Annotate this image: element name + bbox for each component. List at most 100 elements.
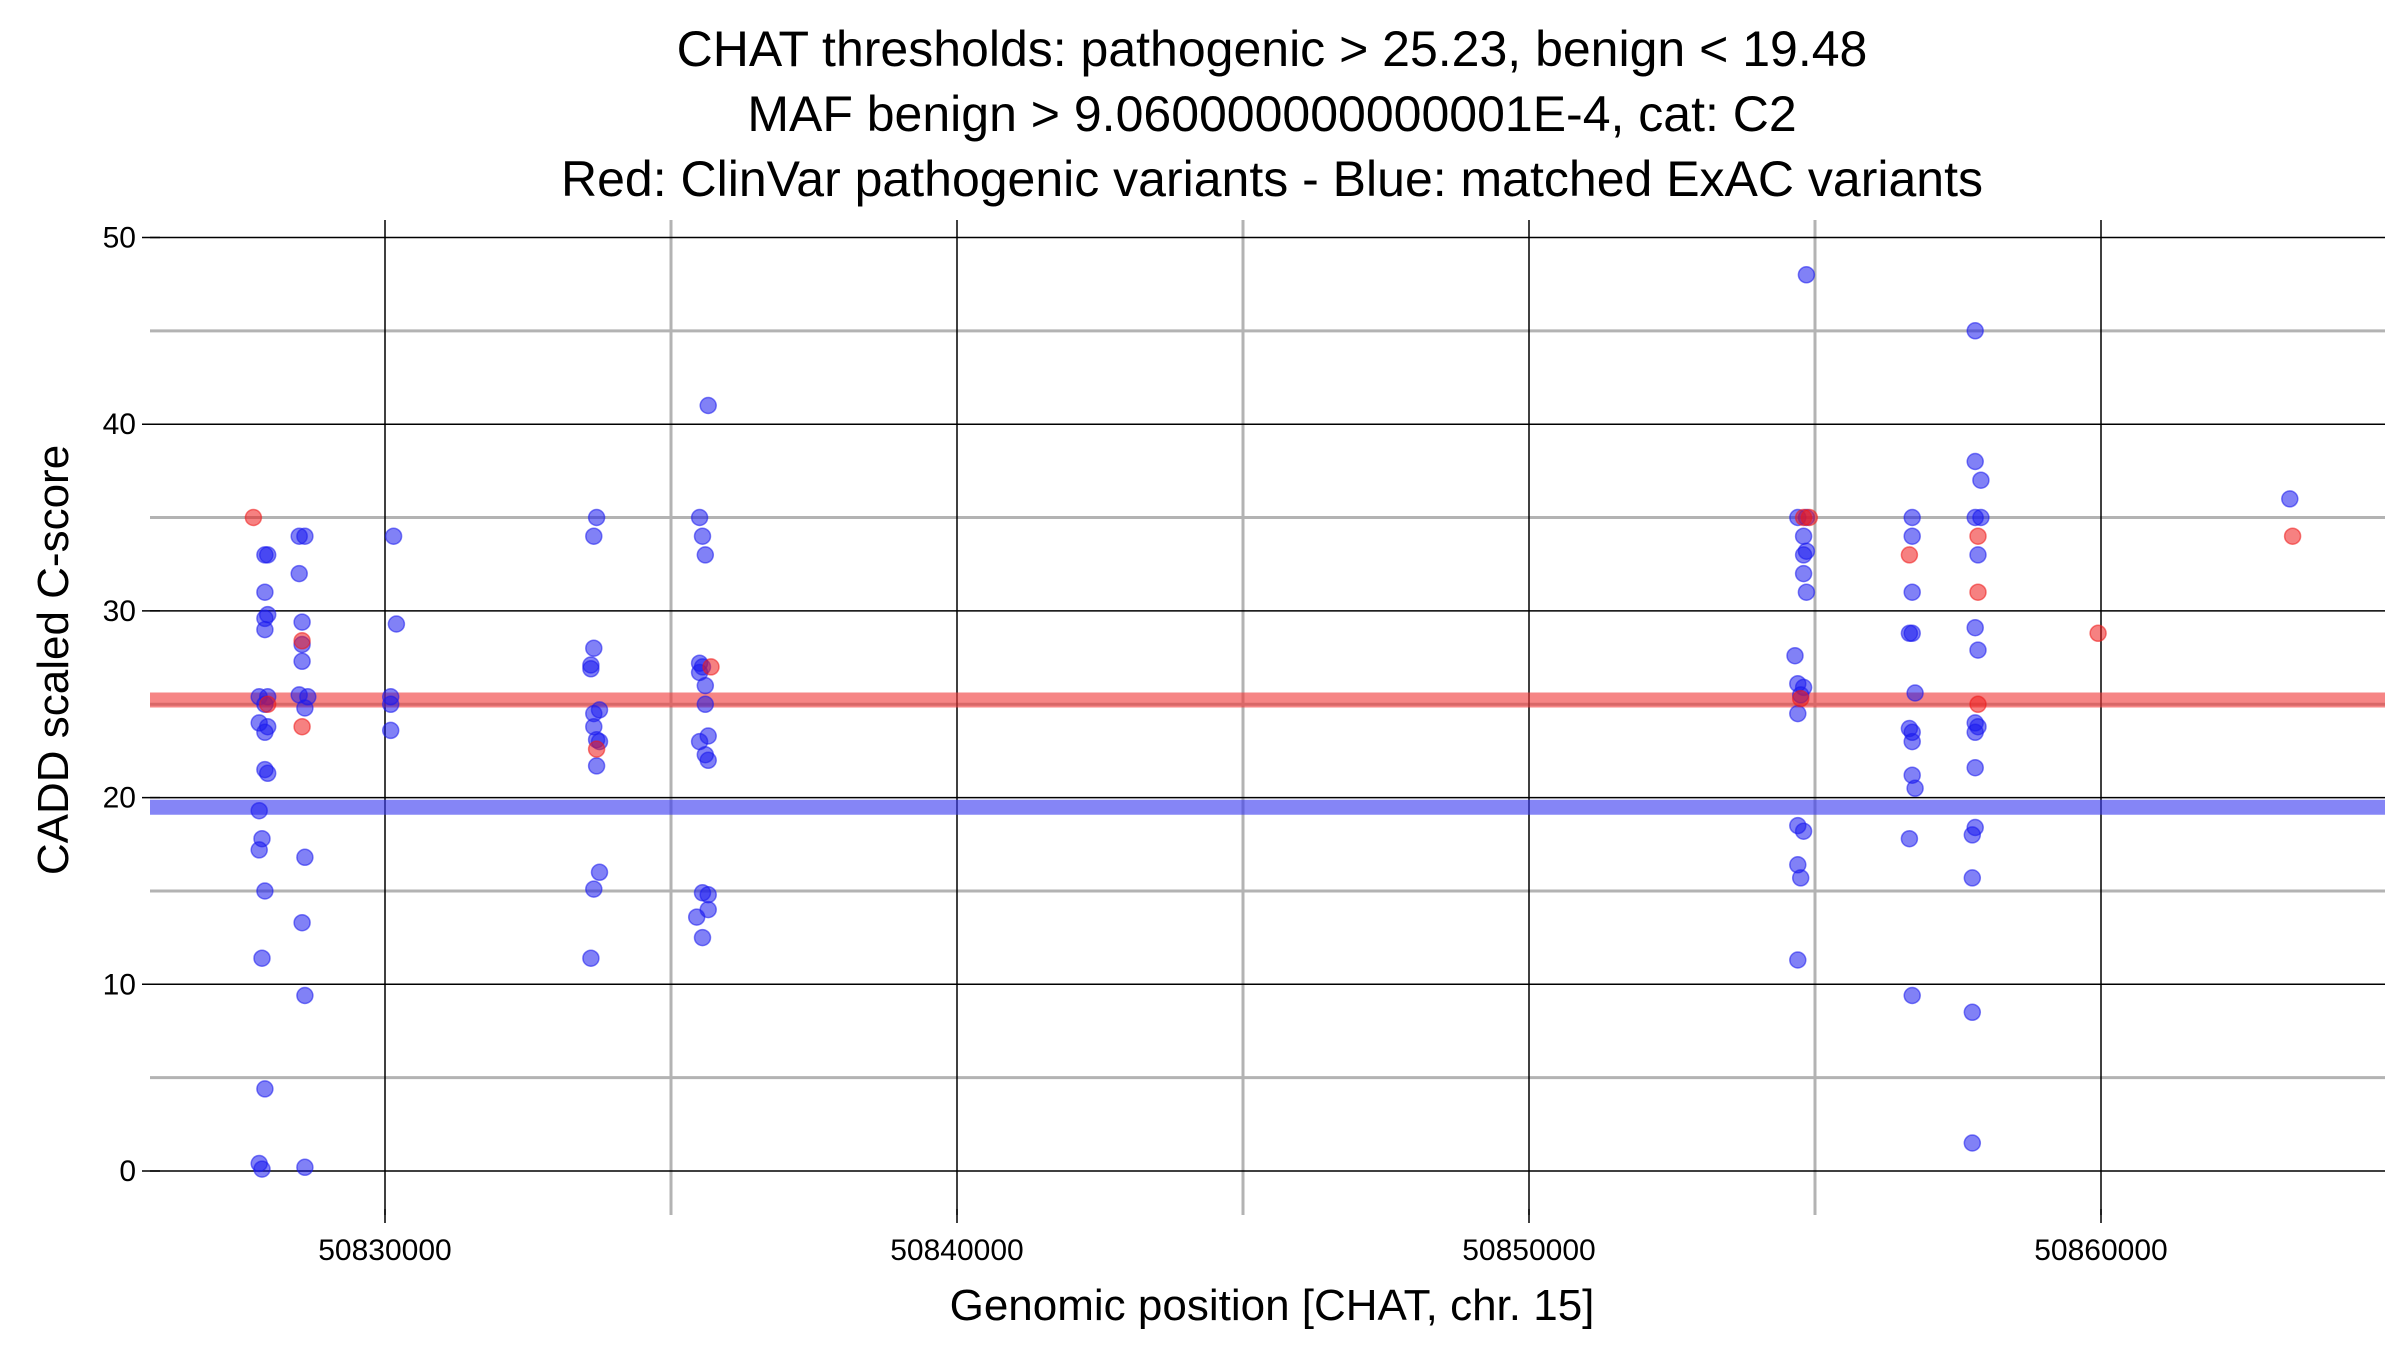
grid: [150, 220, 2385, 1215]
x-tick-label: 50830000: [318, 1234, 451, 1267]
y-tick-label: 10: [103, 968, 136, 1001]
blue-point: [1969, 546, 1987, 564]
blue-point: [1786, 646, 1804, 665]
red-point: [293, 717, 311, 736]
blue-point: [587, 508, 606, 527]
y-axis-label: CADD scaled C-score: [29, 445, 78, 875]
red-point: [1969, 527, 1987, 545]
blue-point: [299, 688, 317, 706]
blue-point: [381, 688, 400, 706]
red-point: [293, 632, 311, 650]
x-tick-label: 50850000: [1462, 1234, 1595, 1267]
blue-point: [1794, 527, 1813, 545]
blue-point: [1900, 624, 1919, 643]
blue-point: [384, 527, 403, 545]
blue-point: [582, 949, 600, 967]
blue-point: [690, 508, 709, 527]
blue-point: [696, 546, 715, 564]
blue-point: [1789, 856, 1807, 874]
blue-point: [1900, 829, 1919, 848]
x-axis-label: Genomic position [CHAT, chr. 15]: [950, 1281, 1595, 1330]
blue-point: [1963, 1003, 1982, 1022]
blue-point: [250, 801, 268, 820]
blue-point: [1963, 869, 1982, 887]
blue-point: [585, 880, 603, 898]
blue-point: [1966, 714, 1984, 732]
blue-point: [693, 527, 712, 545]
blue-point: [290, 564, 308, 583]
blue-point: [1966, 618, 1984, 637]
chart-title: CHAT thresholds: pathogenic > 25.23, ben…: [561, 21, 1983, 207]
blue-point: [1966, 818, 1984, 837]
y-tick-label: 0: [119, 1155, 136, 1188]
red-point: [1969, 583, 1987, 601]
blue-point: [1963, 1134, 1982, 1152]
red-point: [2283, 527, 2302, 545]
blue-point: [585, 639, 603, 657]
blue-point: [587, 757, 606, 775]
blue-point: [699, 900, 717, 919]
blue-point: [293, 613, 311, 631]
blue-point: [2281, 490, 2299, 508]
blue-point: [293, 652, 311, 671]
blue-point: [1903, 986, 1921, 1005]
blue-point: [693, 928, 712, 947]
blue-point: [258, 546, 277, 564]
blue-point: [1797, 266, 1816, 284]
blue-point: [1789, 816, 1807, 835]
blue-point: [1972, 508, 1990, 527]
blue-point: [699, 727, 717, 745]
y-tick-label: 50: [103, 222, 136, 255]
red-point: [1900, 546, 1919, 564]
blue-point: [699, 885, 717, 904]
red-point: [1791, 689, 1810, 708]
blue-point: [296, 1158, 314, 1177]
blue-point: [253, 829, 271, 848]
blue-point: [256, 760, 274, 779]
blue-point: [1900, 719, 1919, 738]
title-line-1: CHAT thresholds: pathogenic > 25.23, ben…: [677, 21, 1868, 77]
blue-point: [381, 721, 400, 740]
blue-point: [696, 695, 715, 714]
blue-point: [1903, 766, 1921, 784]
blue-point: [296, 848, 314, 867]
title-line-3: Red: ClinVar pathogenic variants - Blue:…: [561, 151, 1983, 207]
title-line-2: MAF benign > 9.060000000000001E-4, cat: …: [747, 86, 1796, 142]
blue-point: [585, 527, 603, 545]
blue-point: [699, 396, 717, 415]
blue-point: [296, 527, 314, 545]
blue-point: [256, 609, 274, 628]
x-axis: 50830000 50840000 50850000 50860000: [318, 1209, 2168, 1267]
threshold-lines: [150, 692, 2385, 815]
y-tick-label: 30: [103, 595, 136, 628]
blue-point: [585, 704, 603, 723]
blue-point: [387, 615, 406, 633]
blue-point: [1969, 641, 1987, 659]
blue-point: [258, 717, 277, 736]
blue-point: [1789, 674, 1807, 693]
blue-point: [1906, 684, 1924, 702]
red-point: [1800, 508, 1819, 527]
blue-point: [582, 656, 600, 674]
blue-point: [296, 986, 314, 1005]
blue-point: [1903, 527, 1921, 545]
blue-point: [590, 863, 609, 882]
red-point: [1969, 695, 1987, 714]
red-point: [702, 658, 720, 676]
data-points: [244, 266, 2302, 1178]
blue-point: [1966, 452, 1984, 471]
y-axis: 0 10 20 30 40 50: [103, 222, 160, 1188]
red-point: [587, 740, 606, 758]
blue-point: [256, 1080, 274, 1098]
blue-point: [293, 913, 311, 932]
blue-point: [1797, 583, 1816, 601]
y-tick-label: 40: [103, 408, 136, 441]
x-tick-label: 50860000: [2034, 1234, 2167, 1267]
blue-point: [1794, 564, 1813, 583]
blue-point: [256, 583, 274, 601]
blue-point: [1966, 758, 1984, 777]
blue-point: [253, 1160, 271, 1178]
x-tick-label: 50840000: [890, 1234, 1023, 1267]
blue-point: [256, 882, 274, 900]
red-point: [258, 695, 277, 714]
